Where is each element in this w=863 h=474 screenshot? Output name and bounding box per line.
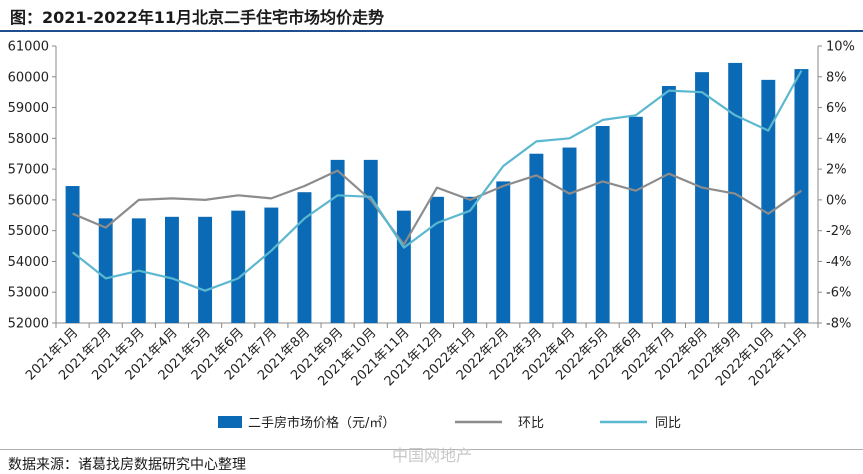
mom-line xyxy=(72,169,803,246)
y-right-tick-label: 10% xyxy=(826,40,855,55)
source-divider xyxy=(0,449,863,450)
legend: 二手房市场价格（元/㎡） 环比 同比 xyxy=(218,415,681,431)
y-left-tick-label: 57000 xyxy=(8,163,49,178)
legend-bar-label: 二手房市场价格（元/㎡） xyxy=(248,415,395,431)
y-left-tick-label: 54000 xyxy=(8,255,49,270)
y-left-tick-label: 60000 xyxy=(8,70,49,85)
legend-yoy-label: 同比 xyxy=(655,416,681,431)
price-bar xyxy=(164,216,179,323)
chart-title: 图：2021-2022年11月北京二手住宅市场均价走势 xyxy=(10,8,384,27)
price-bar xyxy=(595,126,610,324)
watermark-text: 中国网地产 xyxy=(392,446,473,465)
y-left-tick-label: 53000 xyxy=(8,286,49,301)
y-left-tick-label: 59000 xyxy=(8,101,49,116)
price-chart: 52000 53000 54000 55000 56000 57000 58000 59000… xyxy=(8,40,855,432)
y-right-tick-label: 8% xyxy=(826,70,847,85)
data-source-note: 数据来源：诸葛找房数据研究中心整理 xyxy=(8,457,246,473)
y-right-tick-label: 0% xyxy=(826,193,847,208)
y-right-tick-label: -2% xyxy=(826,224,851,239)
price-bar xyxy=(330,159,345,323)
y-right-tick-label: -4% xyxy=(826,255,851,270)
price-bar xyxy=(661,86,676,323)
legend-mom-label: 环比 xyxy=(518,416,544,431)
price-bar xyxy=(363,159,378,323)
y-left-tick-label: 56000 xyxy=(8,193,49,208)
yoy-line xyxy=(71,70,803,292)
price-bar xyxy=(529,153,544,323)
price-bar xyxy=(562,147,577,323)
price-bar xyxy=(628,116,643,324)
price-bar xyxy=(65,186,80,323)
price-bar xyxy=(264,207,279,323)
price-bar xyxy=(794,69,809,323)
y-right-tick-label: -6% xyxy=(826,286,851,301)
y-right-tick-label: 6% xyxy=(826,101,847,116)
y-left-tick-label: 55000 xyxy=(8,224,49,239)
price-bar xyxy=(463,196,478,323)
price-bar xyxy=(297,192,312,323)
price-bar xyxy=(231,210,246,323)
y-left-tick-label: 58000 xyxy=(8,132,49,147)
price-bar xyxy=(496,181,511,323)
price-bar xyxy=(396,210,411,323)
price-bar xyxy=(761,79,776,323)
price-bar xyxy=(695,72,710,324)
price-bar xyxy=(98,218,113,323)
y-left-tick-label: 61000 xyxy=(8,40,49,55)
legend-bar-swatch xyxy=(218,416,242,428)
price-bar xyxy=(198,216,213,323)
bar-series xyxy=(65,62,809,324)
y-right-tick-label: 2% xyxy=(826,163,847,178)
price-bar xyxy=(430,196,444,323)
y-right-tick-label: -8% xyxy=(826,317,851,332)
line-series xyxy=(71,70,803,292)
title-divider xyxy=(0,30,863,32)
y-left-tick-label: 52000 xyxy=(8,317,49,332)
y-right-tick-label: 4% xyxy=(826,132,847,147)
